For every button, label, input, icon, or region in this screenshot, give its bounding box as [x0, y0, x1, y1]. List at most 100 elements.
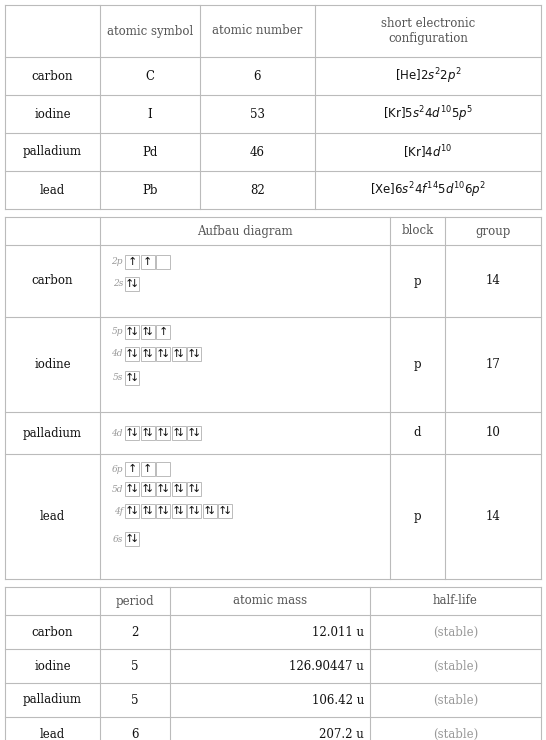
Text: ↑: ↑ — [171, 506, 181, 516]
Bar — [140, 462, 155, 476]
Text: 2: 2 — [131, 625, 139, 639]
Text: lead: lead — [40, 184, 65, 197]
Text: atomic mass: atomic mass — [233, 594, 307, 608]
Text: 53: 53 — [250, 107, 265, 121]
Text: iodine: iodine — [34, 107, 71, 121]
Text: ↑: ↑ — [218, 506, 227, 516]
Text: ↑: ↑ — [156, 506, 165, 516]
Text: palladium: palladium — [23, 426, 82, 440]
Text: iodine: iodine — [34, 659, 71, 673]
Text: carbon: carbon — [32, 70, 73, 82]
Text: 17: 17 — [485, 358, 501, 371]
Bar — [156, 482, 170, 496]
Text: ↓: ↓ — [145, 506, 155, 516]
Bar — [140, 482, 155, 496]
Text: ↓: ↓ — [207, 506, 217, 516]
Text: 6p: 6p — [111, 465, 123, 474]
Bar — [125, 426, 139, 440]
Text: ↑: ↑ — [125, 327, 134, 337]
Text: ↑: ↑ — [143, 464, 152, 474]
Bar — [156, 255, 170, 269]
Text: 12.011 u: 12.011 u — [312, 625, 364, 639]
Bar — [125, 325, 139, 339]
Text: block: block — [401, 224, 434, 238]
Text: ↑: ↑ — [140, 327, 150, 337]
Text: ↑: ↑ — [187, 349, 197, 359]
Text: ↑: ↑ — [140, 506, 150, 516]
Text: p: p — [414, 510, 422, 523]
Text: ↑: ↑ — [140, 349, 150, 359]
Bar — [171, 482, 186, 496]
Text: 5s: 5s — [112, 374, 123, 383]
Text: ↑: ↑ — [156, 349, 165, 359]
Text: ↓: ↓ — [192, 428, 201, 438]
Text: ↑: ↑ — [125, 373, 134, 383]
Text: ↑: ↑ — [127, 464, 136, 474]
Text: 14: 14 — [485, 275, 501, 288]
Bar — [187, 426, 201, 440]
Text: half-life: half-life — [433, 594, 478, 608]
Bar — [156, 504, 170, 518]
Bar — [125, 504, 139, 518]
Text: ↑: ↑ — [125, 279, 134, 289]
Text: p: p — [414, 358, 422, 371]
Bar — [140, 426, 155, 440]
Text: 4d: 4d — [111, 428, 123, 437]
Text: ↑: ↑ — [158, 327, 168, 337]
Text: ↑: ↑ — [187, 484, 197, 494]
Text: atomic number: atomic number — [212, 24, 302, 38]
Text: 5: 5 — [131, 659, 139, 673]
Text: (stable): (stable) — [433, 693, 478, 707]
Bar — [156, 426, 170, 440]
Text: ↑: ↑ — [171, 349, 181, 359]
Text: ↓: ↓ — [161, 349, 170, 359]
Text: 10: 10 — [485, 426, 501, 440]
Bar — [171, 426, 186, 440]
Text: ↓: ↓ — [161, 428, 170, 438]
Text: 2s: 2s — [112, 280, 123, 289]
Text: C: C — [145, 70, 155, 82]
Text: lead: lead — [40, 727, 65, 740]
Text: ↓: ↓ — [130, 506, 139, 516]
Text: 46: 46 — [250, 146, 265, 158]
Text: $[\mathrm{Kr}]5s^{2}4d^{10}5p^{5}$: $[\mathrm{Kr}]5s^{2}4d^{10}5p^{5}$ — [383, 104, 473, 124]
Text: (stable): (stable) — [433, 659, 478, 673]
Text: $[\mathrm{He}]2s^{2}2p^{2}$: $[\mathrm{He}]2s^{2}2p^{2}$ — [395, 66, 461, 86]
Text: ↓: ↓ — [130, 484, 139, 494]
Text: ↓: ↓ — [192, 484, 201, 494]
Bar — [187, 504, 201, 518]
Bar — [187, 482, 201, 496]
Text: ↓: ↓ — [176, 484, 186, 494]
Text: ↑: ↑ — [140, 484, 150, 494]
Text: palladium: palladium — [23, 146, 82, 158]
Text: 14: 14 — [485, 510, 501, 523]
Text: ↓: ↓ — [130, 279, 139, 289]
Text: (stable): (stable) — [433, 727, 478, 740]
Bar — [218, 504, 232, 518]
Text: 2p: 2p — [111, 258, 123, 266]
Text: ↑: ↑ — [156, 484, 165, 494]
Text: ↑: ↑ — [187, 428, 197, 438]
Bar — [125, 482, 139, 496]
Text: ↓: ↓ — [145, 327, 155, 337]
Text: 106.42 u: 106.42 u — [312, 693, 364, 707]
Bar — [156, 462, 170, 476]
Bar — [140, 255, 155, 269]
Text: Pd: Pd — [143, 146, 158, 158]
Bar — [125, 462, 139, 476]
Bar — [125, 532, 139, 546]
Text: ↑: ↑ — [125, 506, 134, 516]
Text: ↓: ↓ — [161, 506, 170, 516]
Text: 6: 6 — [131, 727, 139, 740]
Text: ↓: ↓ — [145, 428, 155, 438]
Text: ↓: ↓ — [176, 506, 186, 516]
Text: ↓: ↓ — [176, 349, 186, 359]
Text: $[\mathrm{Kr}]4d^{10}$: $[\mathrm{Kr}]4d^{10}$ — [403, 144, 453, 161]
Text: $[\mathrm{Xe}]6s^{2}4f^{14}5d^{10}6p^{2}$: $[\mathrm{Xe}]6s^{2}4f^{14}5d^{10}6p^{2}… — [370, 181, 486, 200]
Text: ↑: ↑ — [127, 257, 136, 267]
Text: atomic symbol: atomic symbol — [107, 24, 193, 38]
Bar — [125, 255, 139, 269]
Text: carbon: carbon — [32, 275, 73, 288]
Text: d: d — [414, 426, 422, 440]
Text: ↓: ↓ — [192, 349, 201, 359]
